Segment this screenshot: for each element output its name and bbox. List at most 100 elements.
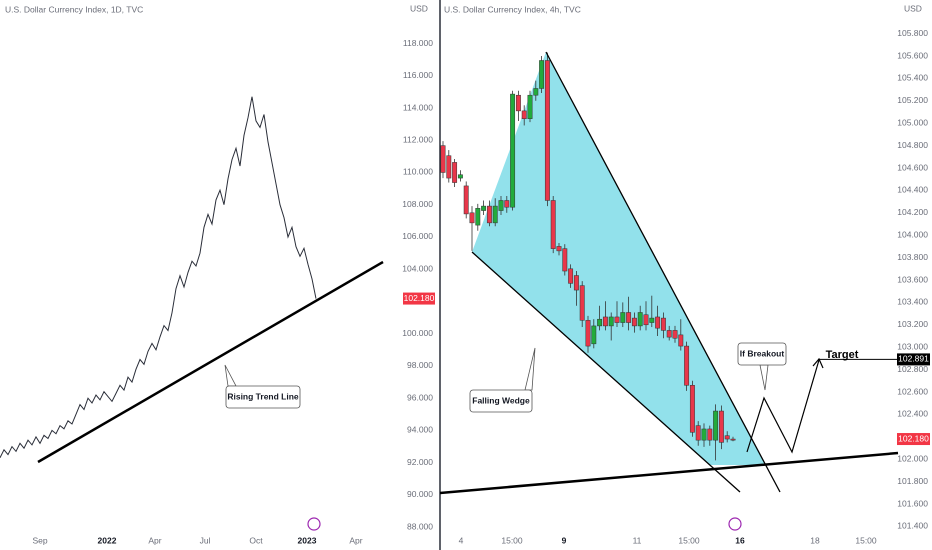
x-tick-label: 4 [459, 535, 464, 545]
candle-body [602, 316, 608, 327]
candle-body [614, 316, 620, 323]
y-tick-label: 112.000 [403, 135, 433, 145]
candle-body [492, 205, 498, 224]
breakout-path [746, 359, 820, 454]
y-tick-label: 103.800 [897, 252, 928, 262]
callout-box [469, 389, 533, 413]
y-tick-label: 92.000 [407, 457, 433, 467]
candle-body [660, 317, 666, 331]
candle-body [579, 285, 585, 321]
candle-body [527, 94, 533, 119]
y-tick-label: 94.000 [407, 425, 433, 435]
candle-body [556, 246, 562, 252]
y-tick-label: 118.000 [403, 38, 433, 48]
x-tick-label: 11 [633, 535, 642, 545]
candle-body [678, 334, 684, 347]
support-line [439, 451, 899, 495]
y-tick-label: 100.000 [402, 328, 433, 338]
last-price-tag [897, 433, 930, 446]
event-icon[interactable] [307, 517, 321, 531]
y-tick-label: 104.000 [897, 229, 928, 239]
candle-body [481, 205, 487, 211]
y-tick-label: 101.600 [897, 498, 928, 508]
x-tick-label: 18 [810, 535, 820, 545]
price-line [0, 96, 317, 459]
candle-body [469, 212, 475, 224]
candle-body [475, 208, 481, 226]
candle-body [452, 162, 458, 183]
y-tick-label: 105.800 [897, 28, 928, 38]
x-tick-label: Sep [32, 535, 47, 545]
x-tick-label: 2022 [98, 535, 117, 545]
candle-body [440, 145, 446, 173]
target-tag-label: 102.891 [898, 354, 929, 364]
y-tick-label: 114.000 [403, 102, 433, 112]
y-tick-label: 105.200 [897, 95, 928, 105]
annotation: Falling Wedge [472, 395, 530, 405]
candle-body [724, 435, 730, 440]
candle-body [568, 268, 574, 284]
y-tick-label: 104.200 [897, 207, 928, 217]
y-tick-label: 96.000 [407, 392, 433, 402]
y-tick-label: 104.600 [897, 162, 928, 172]
candle-body [655, 316, 661, 329]
chart-title: U.S. Dollar Currency Index, 4h, TVC [444, 4, 581, 14]
x-tick-label: 15:00 [678, 535, 700, 545]
candle-body [510, 93, 516, 208]
target-tag [897, 353, 930, 366]
x-tick-label: 15:00 [501, 535, 523, 545]
y-tick-label: 108.000 [402, 199, 433, 209]
y-tick-label: 90.000 [407, 489, 433, 499]
x-tick-label: Oct [249, 535, 263, 545]
wedge-lower [471, 251, 741, 493]
candle-body [521, 110, 527, 119]
candle-body [672, 330, 678, 339]
candle-body [533, 88, 539, 96]
x-tick-label: Apr [349, 535, 362, 545]
candle-body [544, 60, 550, 201]
candle-body [457, 174, 463, 179]
y-tick-label: 104.000 [402, 263, 433, 273]
y-tick-label: 116.000 [403, 70, 433, 80]
chart-title: U.S. Dollar Currency Index, 1D, TVC [5, 4, 143, 14]
annotation: Target [826, 349, 859, 361]
axis-unit: USD [904, 3, 922, 13]
annotation: Rising Trend Line [227, 391, 299, 401]
candle-body [730, 438, 736, 441]
candle-body [446, 155, 452, 179]
y-tick-label: 104.800 [897, 140, 928, 150]
candle-body [539, 60, 545, 89]
candle-body [498, 200, 504, 211]
y-tick-label: 110.000 [403, 167, 433, 177]
callout-box [225, 385, 301, 409]
candle-body [504, 200, 510, 208]
candle-body [591, 325, 597, 345]
y-tick-label: 88.000 [407, 521, 433, 531]
candle-body [597, 318, 603, 327]
candle-body [707, 428, 713, 441]
y-tick-label: 102.000 [897, 453, 928, 463]
candle-body [515, 94, 521, 112]
y-tick-label: 101.400 [897, 521, 928, 531]
candle-body [689, 385, 695, 433]
y-tick-label: 104.400 [897, 185, 928, 195]
candle-body [486, 205, 492, 224]
candle-body [620, 312, 626, 323]
candle-body [718, 410, 724, 443]
y-tick-label: 103.400 [897, 297, 928, 307]
candle-body [695, 425, 701, 441]
x-tick-label: 16 [735, 535, 745, 545]
candle-body [684, 345, 690, 386]
event-icon[interactable] [728, 517, 742, 531]
y-tick-label: 103.200 [897, 319, 928, 329]
candle-body [463, 185, 469, 215]
y-tick-label: 101.800 [897, 476, 928, 486]
candle-body [550, 200, 556, 249]
candle-body [608, 316, 614, 327]
candle-body [649, 317, 655, 323]
annotation: If Breakout [740, 348, 785, 358]
candle-body [562, 248, 568, 272]
candle-body [713, 410, 719, 441]
